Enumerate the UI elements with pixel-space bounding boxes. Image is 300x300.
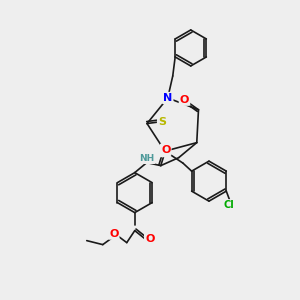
Text: S: S [158, 116, 166, 127]
Text: N: N [160, 146, 170, 156]
Text: NH: NH [139, 154, 154, 163]
Text: N: N [163, 93, 172, 103]
Text: O: O [180, 95, 189, 105]
Text: O: O [145, 234, 154, 244]
Text: O: O [109, 229, 119, 238]
Text: Cl: Cl [224, 200, 235, 210]
Text: O: O [161, 145, 170, 154]
